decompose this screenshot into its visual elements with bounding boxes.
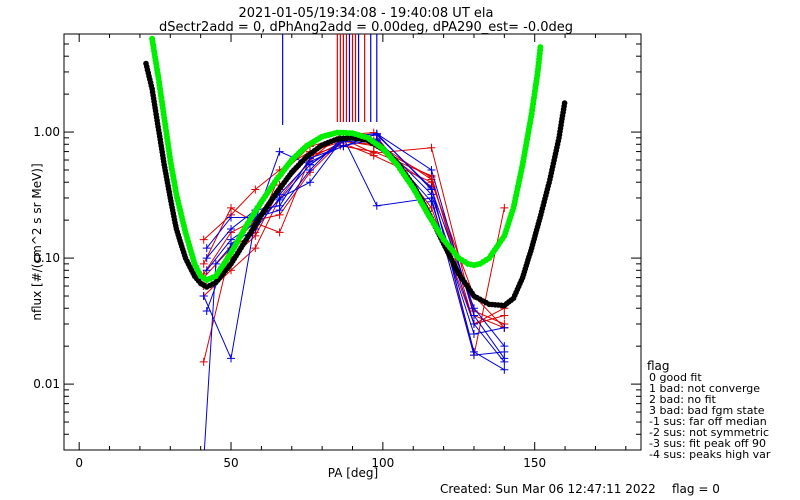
data-point — [372, 201, 381, 210]
data-point — [227, 213, 236, 222]
flag-value: flag = 0 — [672, 482, 720, 496]
data-point — [199, 357, 208, 366]
data-point — [427, 143, 436, 152]
data-point — [251, 185, 260, 194]
data-point — [469, 304, 478, 313]
data-point — [227, 203, 236, 212]
legend-entry: 1 bad: not converge — [649, 382, 760, 395]
data-point — [202, 244, 211, 253]
data-point — [251, 244, 260, 253]
data-point — [500, 203, 509, 212]
data-point — [500, 365, 509, 374]
flag-legend: flag 0 good fit 1 bad: not converge 2 ba… — [647, 359, 771, 461]
y-tick-labels: 0.01 0.10 1.00 — [33, 125, 60, 391]
legend-entry: 3 bad: bad fgm state — [649, 404, 765, 417]
data-point — [305, 178, 314, 187]
data-point — [227, 235, 236, 244]
data-point — [211, 259, 220, 268]
data-point — [427, 190, 436, 199]
legend-entry: 0 good fit — [649, 371, 702, 384]
data-point — [500, 311, 509, 320]
data-point — [500, 357, 509, 366]
data-point — [500, 342, 509, 351]
series-line — [203, 138, 505, 450]
x-tick-label: 50 — [223, 456, 238, 470]
data-point — [202, 266, 211, 275]
data-point — [339, 141, 348, 150]
data-point — [202, 254, 211, 263]
data-point — [305, 157, 314, 166]
legend-entry: 2 bad: no fit — [649, 393, 717, 406]
x-tick-label: 0 — [75, 456, 83, 470]
y-tick-label: 0.01 — [33, 377, 60, 391]
x-tick-label: 100 — [371, 456, 394, 470]
y-tick-label: 0.10 — [33, 251, 60, 265]
data-point — [275, 147, 284, 156]
data-point — [227, 354, 236, 363]
data-point — [469, 351, 478, 360]
y-tick-label: 1.00 — [33, 125, 60, 139]
series-line — [203, 134, 505, 371]
y-axis-label: nflux [#/(cm^2 s sr MeV)] — [30, 163, 44, 320]
data-point — [427, 166, 436, 174]
x-tick-label: 150 — [523, 456, 546, 470]
chart-title-line-2: dSectr2add = 0, dPhAng2add = 0.00deg, dP… — [159, 20, 573, 35]
chart-title-line-1: 2021-01-05/19:34:08 - 19:40:08 UT ela — [239, 6, 494, 21]
series-line — [206, 136, 505, 356]
legend-entry: -3 sus: fit peak off 90 — [649, 437, 766, 450]
data-point — [369, 147, 378, 156]
series-line — [203, 141, 505, 356]
data-point — [202, 307, 211, 316]
data-point — [500, 323, 509, 332]
legend-title: flag — [647, 359, 670, 373]
data-point — [469, 329, 478, 338]
x-axis-label: PA [deg] — [328, 466, 378, 480]
fit-curve-green-point — [537, 44, 544, 51]
data-point — [199, 259, 208, 268]
fit-curve-black-point — [561, 100, 568, 106]
data-layer — [143, 34, 568, 450]
data-point — [227, 225, 236, 234]
legend-entry: -2 sus: not symmetric — [649, 426, 769, 439]
series-line — [203, 137, 505, 363]
axis-ticks — [64, 33, 641, 451]
x-tick-labels: 0 50 100 150 — [75, 456, 546, 470]
data-point — [199, 292, 208, 301]
legend-entry: -4 sus: peaks high var — [649, 448, 771, 461]
series-line — [206, 133, 505, 359]
data-point — [469, 319, 478, 328]
legend-entry: -1 sus: far off median — [649, 415, 767, 428]
created-timestamp: Created: Sun Mar 06 12:47:11 2022 — [440, 482, 656, 496]
series-line — [206, 139, 505, 335]
data-point — [275, 228, 284, 237]
data-point — [199, 235, 208, 244]
